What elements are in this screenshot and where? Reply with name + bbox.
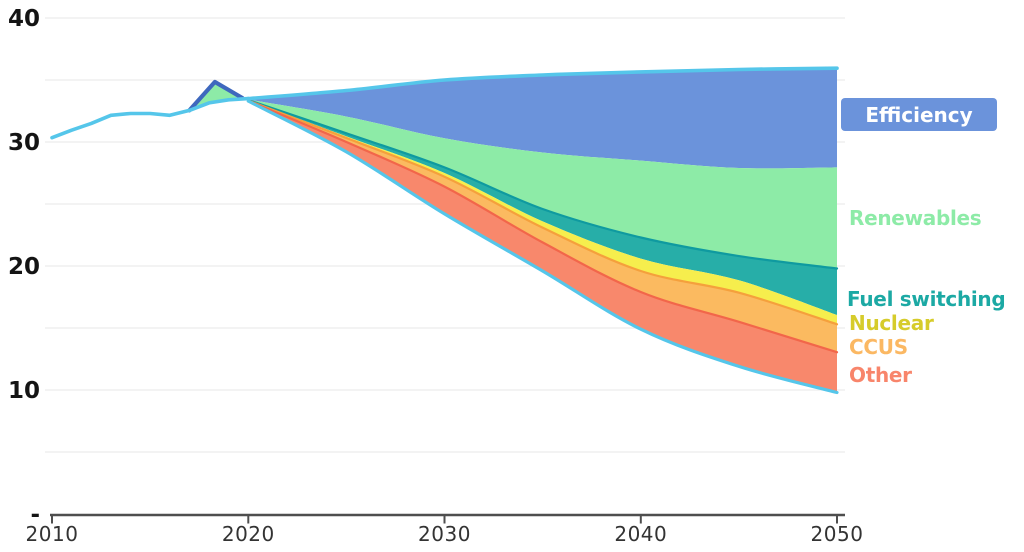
x-tick-label-2020: 2020 — [222, 522, 275, 546]
y-tick-label-20: 20 — [8, 254, 40, 280]
legend-item-ccus: CCUS — [849, 335, 908, 359]
band-edge-line-1 — [247, 99, 839, 326]
peak-outline — [187, 79, 245, 113]
band-efficiency — [248, 68, 838, 169]
x-tick-label-2010: 2010 — [26, 522, 79, 546]
peak-fill — [189, 81, 243, 111]
band-edge-line-0 — [247, 99, 839, 270]
band-other — [248, 100, 838, 393]
legend-label-efficiency: Efficiency — [865, 102, 973, 127]
x-tick-label-2050: 2050 — [811, 522, 864, 546]
legend-item-other: Other — [849, 363, 912, 387]
band-fuel-switching — [248, 100, 838, 315]
band-edge-line-3 — [246, 99, 839, 395]
historical-line — [50, 96, 251, 140]
band-renewables — [248, 99, 838, 269]
legend-item-fuel-switching: Fuel switching — [847, 287, 1006, 311]
band-ccus — [248, 100, 838, 353]
x-tick-label-2030: 2030 — [418, 522, 471, 546]
y-tick-label-10: 10 — [8, 378, 40, 404]
x-tick-label-2040: 2040 — [614, 522, 667, 546]
baseline-top-line — [246, 66, 839, 101]
y-tick-label-30: 30 — [8, 130, 40, 156]
y-tick-label-0: - — [30, 502, 40, 528]
band-edge-line-2 — [247, 99, 839, 354]
legend-item-efficiency: Efficiency — [841, 98, 997, 131]
legend-item-renewables: Renewables — [849, 206, 982, 230]
y-tick-label-40: 40 — [8, 6, 40, 32]
legend-item-nuclear: Nuclear — [849, 311, 934, 335]
